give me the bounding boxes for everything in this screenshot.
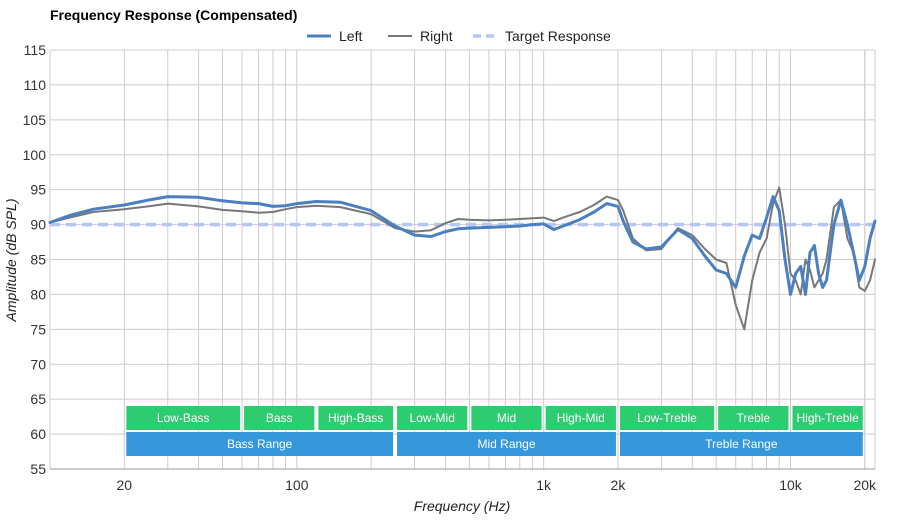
y-axis-ticks: 55 60 65 70 75 80 85 90 95 100 105 110 115	[23, 42, 47, 477]
frequency-band-label: Low-Mid	[410, 411, 455, 425]
frequency-band-label: Mid	[497, 411, 516, 425]
y-tick-label: 70	[30, 356, 46, 372]
series-line-left	[48, 195, 877, 296]
legend-label: Left	[339, 28, 362, 44]
x-tick-label: 100	[285, 477, 309, 493]
frequency-band	[545, 406, 616, 430]
range-band-label: Treble Range	[705, 437, 778, 451]
grid	[49, 49, 876, 470]
series-line-right	[49, 186, 876, 331]
y-tick-label: 90	[30, 217, 46, 233]
y-tick-label: 105	[23, 112, 47, 128]
range-bands: Low-Bass Bass High-Bass Low-Mid Mid High-Mid L…	[126, 406, 863, 456]
x-tick-label: 20	[117, 477, 133, 493]
frequency-band	[397, 406, 468, 430]
series-lines	[48, 186, 877, 331]
x-axis-title: Frequency (Hz)	[414, 498, 510, 514]
y-tick-label: 95	[30, 182, 46, 198]
y-tick-label: 60	[30, 426, 46, 442]
frequency-band-label: High-Treble	[797, 411, 860, 425]
legend: Left Right Target Response	[307, 28, 611, 44]
range-band	[619, 432, 863, 456]
y-tick-label: 115	[24, 42, 47, 58]
range-band-label: Bass Range	[227, 437, 293, 451]
x-tick-label: 1k	[536, 477, 552, 493]
frequency-band	[126, 406, 241, 430]
y-tick-label: 55	[30, 461, 46, 477]
frequency-band	[619, 406, 715, 430]
y-tick-label: 75	[30, 321, 46, 337]
chart-title: Frequency Response (Compensated)	[50, 7, 297, 23]
x-tick-label: 20k	[853, 477, 877, 493]
frequency-band-label: Bass	[266, 411, 293, 425]
y-tick-label: 85	[30, 252, 46, 268]
frequency-band	[318, 406, 394, 430]
frequency-band-label: Low-Bass	[157, 411, 210, 425]
legend-label: Target Response	[505, 28, 611, 44]
x-axis-ticks: 20 100 1k 2k 10k 20k	[117, 477, 878, 493]
frequency-band-label: High-Mid	[557, 411, 605, 425]
frequency-band	[792, 406, 863, 430]
y-tick-label: 110	[24, 77, 47, 93]
range-band	[126, 432, 394, 456]
x-tick-label: 2k	[611, 477, 627, 493]
x-tick-label: 10k	[779, 477, 803, 493]
legend-label: Right	[420, 28, 453, 44]
y-tick-label: 65	[30, 391, 46, 407]
frequency-band	[471, 406, 542, 430]
frequency-band-label: Treble	[737, 411, 771, 425]
frequency-band	[244, 406, 315, 430]
range-band	[397, 432, 616, 456]
frequency-band	[718, 406, 789, 430]
y-tick-label: 100	[23, 147, 47, 163]
range-band-label: Mid Range	[477, 437, 535, 451]
frequency-band-label: Low-Treble	[637, 411, 697, 425]
y-tick-label: 80	[30, 286, 46, 302]
frequency-band-label: High-Bass	[328, 411, 383, 425]
y-axis-title: Amplitude (dB SPL)	[3, 199, 19, 323]
